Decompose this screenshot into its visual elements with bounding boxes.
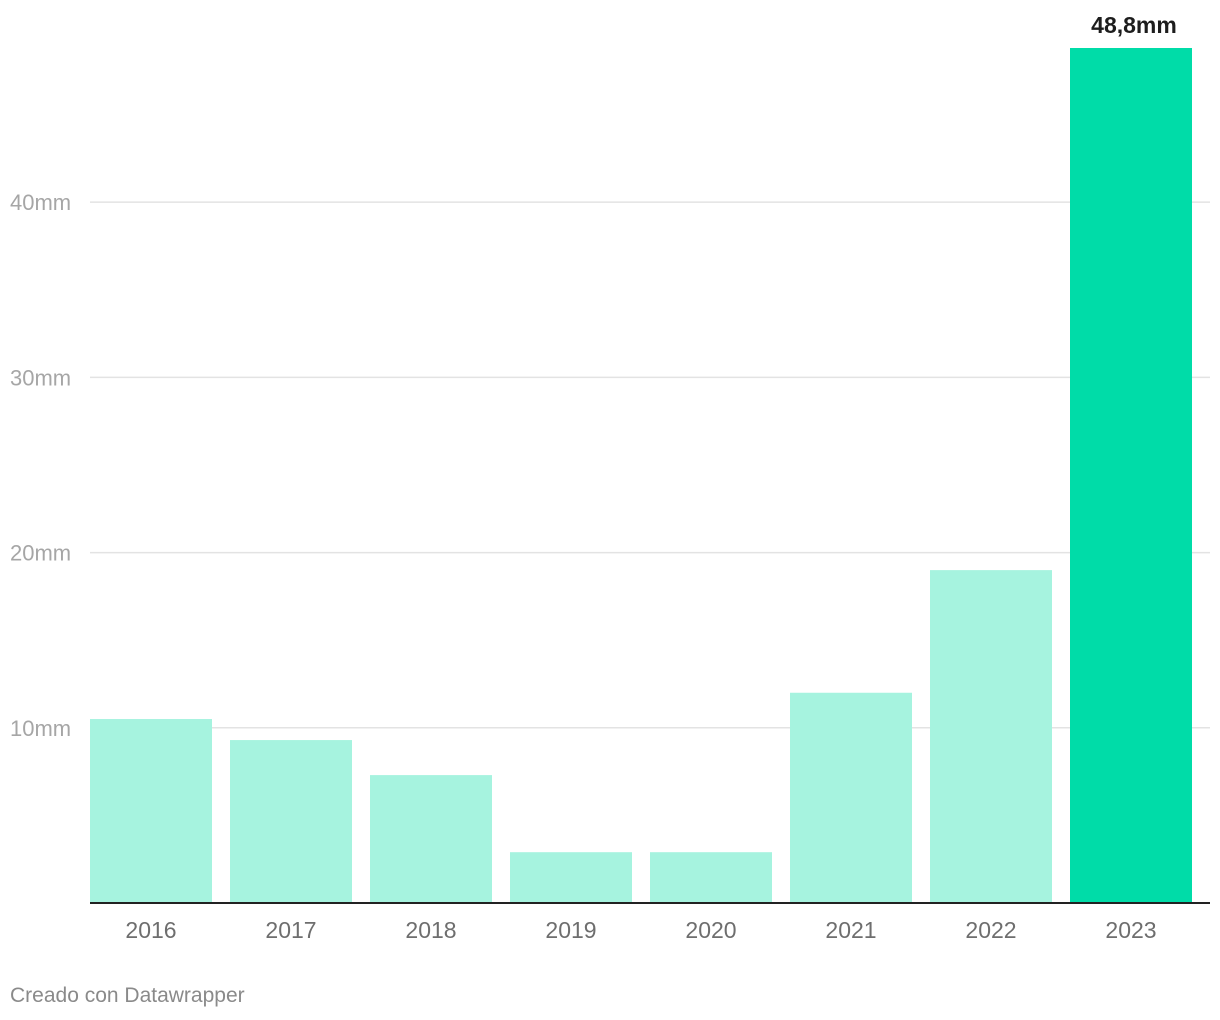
- y-tick-label: 10mm: [10, 716, 71, 741]
- bar-2017: [230, 740, 352, 903]
- y-axis-tick-labels: 10mm 20mm 30mm 40mm: [10, 190, 71, 741]
- credit-text: Creado con Datawrapper: [10, 984, 245, 1007]
- x-category-label: 2023: [1105, 917, 1156, 943]
- value-labels: 48,8mm: [1091, 12, 1177, 38]
- x-category-label: 2016: [125, 917, 176, 943]
- x-category-label: 2019: [545, 917, 596, 943]
- bar-chart: 10mm 20mm 30mm 40mm 2016 2017 2018 2019 2020 202…: [10, 12, 1210, 943]
- x-category-label: 2018: [405, 917, 456, 943]
- y-tick-label: 30mm: [10, 365, 71, 390]
- bar-2023: [1070, 48, 1192, 903]
- bars: [90, 48, 1192, 903]
- x-category-label: 2020: [685, 917, 736, 943]
- x-category-label: 2017: [265, 917, 316, 943]
- x-category-label: 2021: [825, 917, 876, 943]
- x-category-label: 2022: [965, 917, 1016, 943]
- y-tick-label: 20mm: [10, 541, 71, 566]
- bar-2021: [790, 692, 912, 903]
- x-axis-category-labels: 2016 2017 2018 2019 2020 2021 2022 2023: [125, 917, 1156, 943]
- value-label: 48,8mm: [1091, 12, 1177, 38]
- bar-2022: [930, 570, 1052, 903]
- bar-2016: [90, 719, 212, 903]
- bar-2019: [510, 852, 632, 903]
- y-tick-label: 40mm: [10, 190, 71, 215]
- bar-2018: [370, 775, 492, 903]
- bar-2020: [650, 852, 772, 903]
